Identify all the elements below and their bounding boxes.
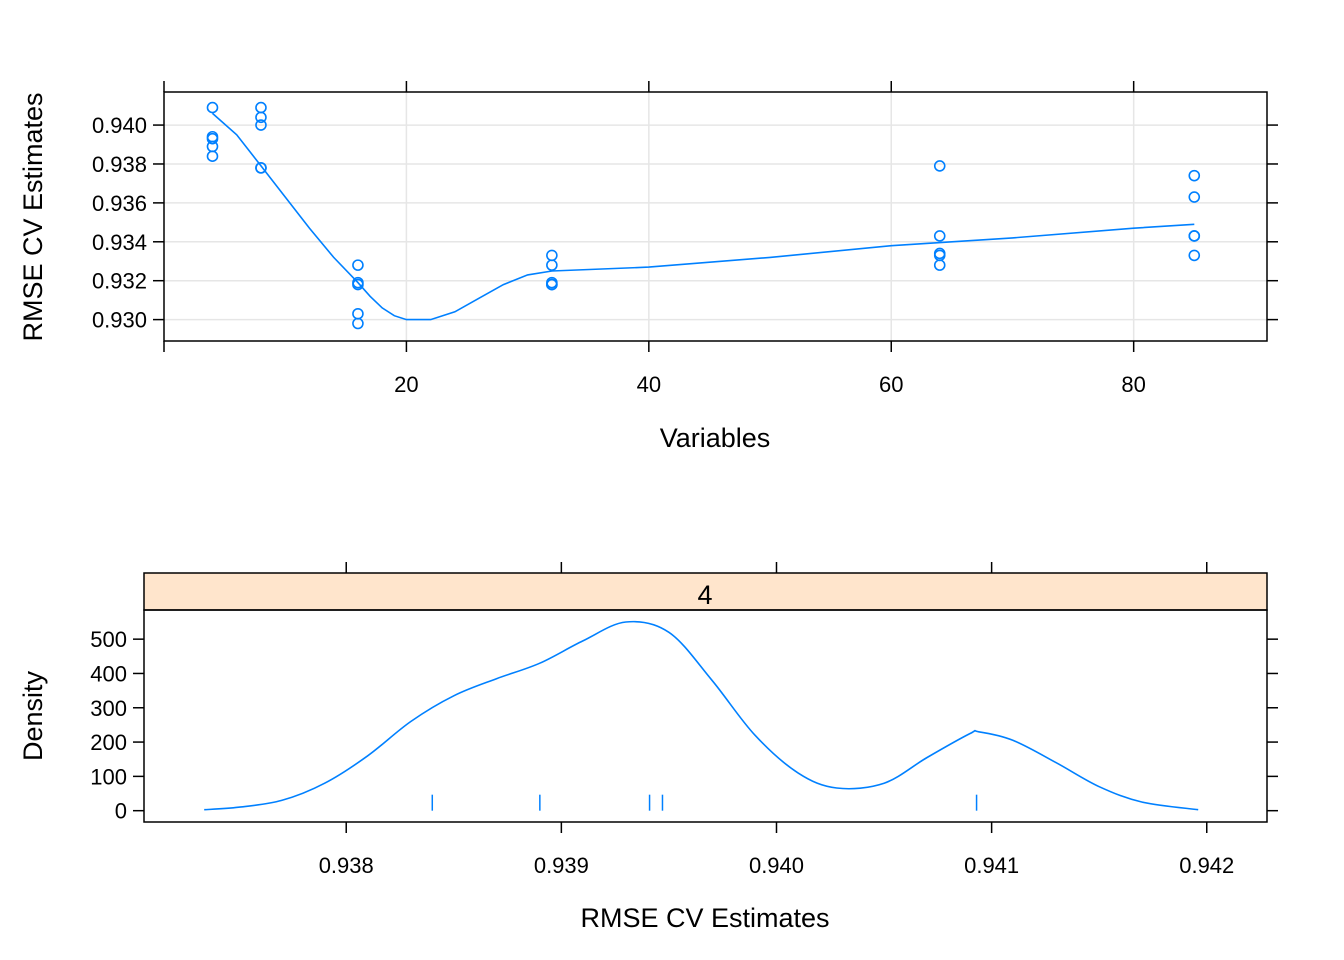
bottom-x-tick-label: 0.939	[534, 853, 589, 878]
data-point	[1188, 230, 1201, 242]
bottom-x-tick-label: 0.942	[1179, 853, 1234, 878]
top-panel-y-axis-label: RMSE CV Estimates	[18, 92, 48, 341]
top-x-tick-label: 40	[637, 372, 661, 397]
bottom-panel-strip-label: 4	[697, 580, 712, 610]
data-point	[206, 150, 219, 162]
top-panel-x-axis-label: Variables	[660, 423, 771, 453]
top-y-tick-label: 0.938	[92, 152, 147, 177]
top-y-tick-label: 0.934	[92, 230, 147, 255]
top-panel-tick-labels: 20 40 60 80 0.930 0.932 0.934 0.936 0.938 0.940	[92, 113, 1146, 397]
top-panel-axis-ticks	[153, 81, 1278, 352]
top-y-tick-label: 0.932	[92, 269, 147, 294]
data-point	[352, 259, 364, 271]
bottom-y-tick-label: 400	[90, 661, 127, 686]
top-panel-smooth-line	[211, 112, 1195, 321]
bottom-panel-density-curve	[204, 620, 1199, 811]
bottom-panel-y-axis-label: Density	[18, 670, 48, 761]
bottom-y-tick-label: 500	[90, 627, 127, 652]
top-y-tick-label: 0.940	[92, 113, 147, 138]
data-point	[352, 307, 364, 320]
bottom-x-tick-label: 0.941	[964, 853, 1019, 878]
bottom-y-tick-label: 100	[90, 764, 127, 789]
data-point	[206, 101, 219, 114]
bottom-x-tick-label: 0.938	[319, 853, 374, 878]
data-point	[255, 119, 267, 131]
data-point	[255, 162, 267, 174]
data-point	[933, 230, 946, 242]
bottom-panel-strip	[143, 572, 1268, 611]
top-y-tick-label: 0.930	[92, 308, 147, 333]
data-point	[206, 132, 219, 145]
data-point	[546, 278, 558, 291]
top-x-tick-label: 80	[1121, 372, 1145, 397]
data-point	[1188, 191, 1201, 203]
top-y-tick-label: 0.936	[92, 191, 147, 216]
data-point	[255, 111, 267, 124]
bottom-y-tick-label: 0	[115, 799, 127, 824]
data-point	[546, 249, 558, 262]
bottom-panel-frame	[143, 609, 1268, 823]
data-point	[546, 259, 558, 271]
data-point	[352, 317, 364, 330]
data-point	[1188, 169, 1201, 182]
bottom-y-tick-label: 200	[90, 730, 127, 755]
top-panel-points	[206, 101, 1201, 330]
data-point	[255, 101, 267, 114]
bottom-panel-axis-ticks	[133, 562, 1278, 833]
bottom-y-tick-label: 300	[90, 696, 127, 721]
bottom-x-tick-label: 0.940	[749, 853, 804, 878]
top-panel-grid	[164, 92, 1267, 341]
top-x-tick-label: 20	[394, 372, 418, 397]
bottom-panel-x-axis-label: RMSE CV Estimates	[580, 903, 829, 933]
bottom-panel-rug	[431, 794, 978, 811]
top-x-tick-label: 60	[879, 372, 903, 397]
data-point	[933, 259, 946, 271]
data-point	[1188, 249, 1201, 262]
top-panel-frame	[163, 91, 1268, 342]
data-point	[352, 278, 364, 291]
data-point	[933, 160, 946, 172]
bottom-panel-tick-labels: 0.938 0.939 0.940 0.941 0.942 0 100 200 300 400 50…	[90, 627, 1234, 878]
